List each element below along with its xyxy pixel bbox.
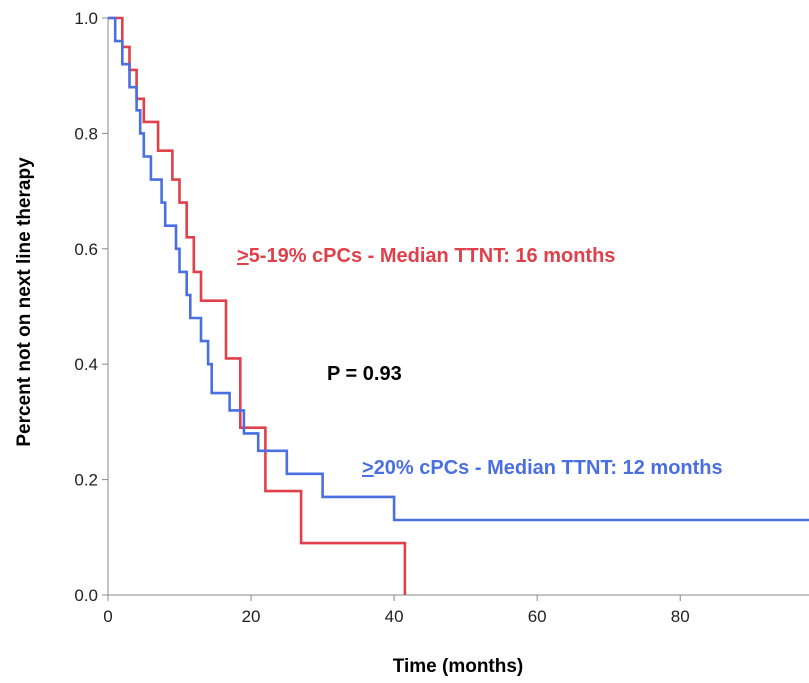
y-tick-label: 1.0 <box>74 9 98 28</box>
blue-label-text: 20% cPCs - Median TTNT: 12 months <box>374 457 723 479</box>
y-tick-label: 0.0 <box>74 586 98 605</box>
x-tick-label: 80 <box>671 607 690 626</box>
y-tick-label: 0.6 <box>74 240 98 259</box>
series-layer <box>108 16 809 595</box>
x-tick-label: 20 <box>242 607 261 626</box>
series-line-red <box>108 16 407 595</box>
series-line-blue <box>108 16 809 522</box>
y-axis: 0.0 0.2 0.4 0.6 0.8 1.0 <box>74 9 109 605</box>
x-tick-label: 60 <box>528 607 547 626</box>
y-tick-label: 0.4 <box>74 355 98 374</box>
blue-series-label: >20% cPCs - Median TTNT: 12 months <box>362 457 723 479</box>
y-tick-label: 0.2 <box>74 471 98 490</box>
x-tick-label: 0 <box>103 607 112 626</box>
y-tick-label: 0.8 <box>74 124 98 143</box>
y-axis-title: Percent not on next line therapy <box>14 157 35 447</box>
x-axis-title: Time (months) <box>393 656 524 677</box>
p-value-label: P = 0.93 <box>327 363 402 385</box>
x-tick-label: 40 <box>385 607 404 626</box>
red-label-text: 5-19% cPCs - Median TTNT: 16 months <box>249 245 616 267</box>
blue-label-prefix: > <box>362 457 374 479</box>
red-series-label: >5-19% cPCs - Median TTNT: 16 months <box>237 245 615 267</box>
x-axis: 0 20 40 60 80 <box>103 594 809 626</box>
red-label-prefix: > <box>237 245 249 267</box>
